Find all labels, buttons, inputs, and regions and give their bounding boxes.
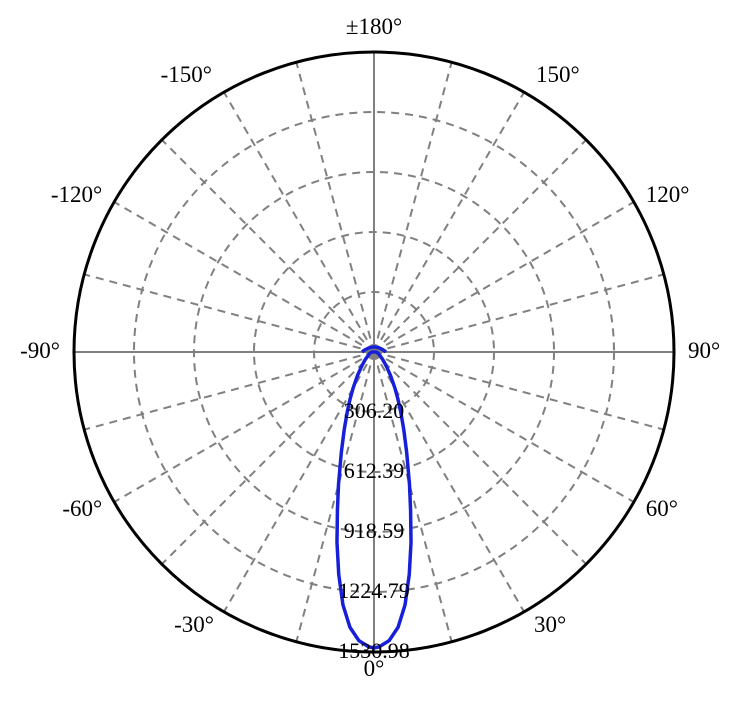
ring-label: 612.39 (344, 458, 405, 483)
ring-label: 1224.79 (338, 578, 410, 603)
angle-label: ±180° (346, 14, 402, 39)
angle-label: 30° (534, 612, 566, 637)
angle-label: 60° (646, 496, 678, 521)
angle-label: -120° (51, 182, 102, 207)
angle-label: -30° (174, 612, 214, 637)
angle-label: -60° (62, 496, 102, 521)
angle-label: 90° (688, 338, 720, 363)
angle-label: 150° (536, 62, 580, 87)
polar-chart: ±180° -150° 150° -120° 120° -90° 90° -60° 60° -30… (0, 0, 744, 704)
angle-label: -150° (161, 62, 212, 87)
angle-label: -90° (20, 338, 60, 363)
ring-label: 306.20 (344, 398, 405, 423)
ring-label: 1530.98 (338, 638, 410, 663)
angle-label: 120° (646, 182, 690, 207)
ring-label: 918.59 (344, 518, 405, 543)
